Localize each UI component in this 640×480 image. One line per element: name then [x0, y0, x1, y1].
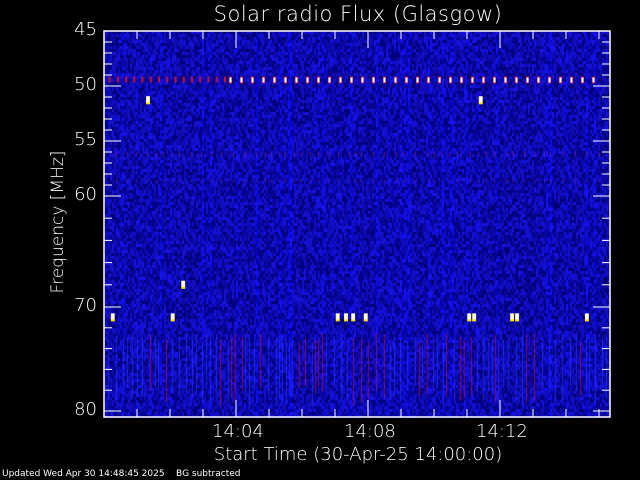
bg-note: BG subtracted	[176, 469, 241, 479]
x-axis-label: Start Time (30-Apr-25 14:00:00)	[213, 444, 503, 465]
y-axis-label: Frequency [MHz]	[48, 150, 68, 294]
updated-timestamp: Updated Wed Apr 30 14:48:45 2025	[2, 469, 165, 479]
chart-title: Solar radio Flux (Glasgow)	[213, 2, 503, 26]
footer: Updated Wed Apr 30 14:48:45 2025 BG subt…	[2, 469, 240, 479]
